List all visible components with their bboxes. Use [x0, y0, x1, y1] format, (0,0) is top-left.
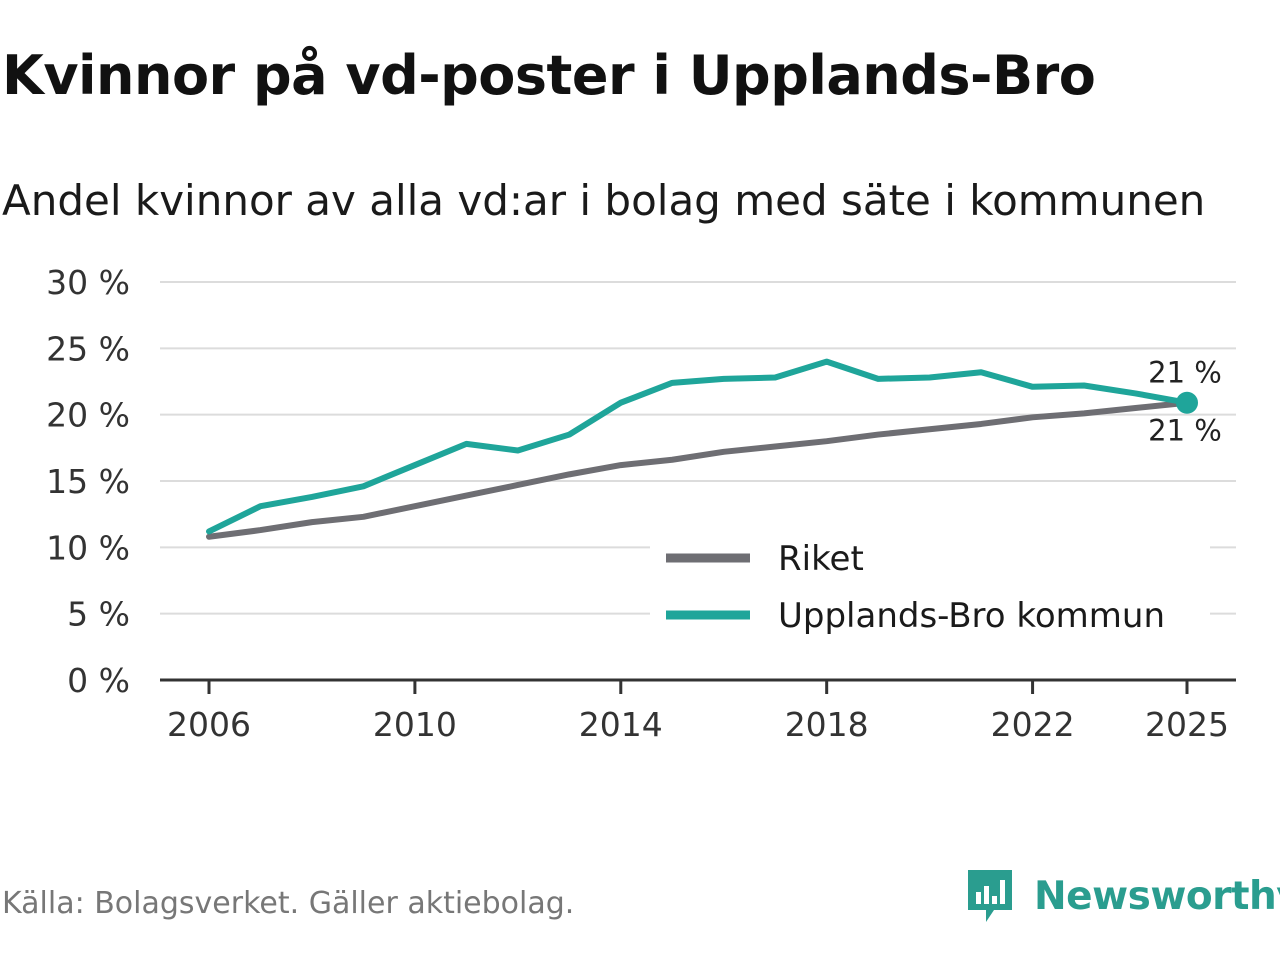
end-label-riket: 21 %	[1148, 414, 1222, 448]
legend-label: Upplands-Bro kommun	[778, 596, 1165, 636]
source-note: Källa: Bolagsverket. Gäller aktiebolag.	[2, 886, 575, 921]
end-point-marker	[1176, 391, 1198, 414]
legend-background	[650, 522, 1210, 648]
x-axis: 2006 2010 2014 2018 2022 2025	[160, 678, 1236, 744]
series-lines	[206, 358, 1198, 540]
brand-logo[interactable]: Newsworthy	[964, 866, 1280, 926]
y-tick-label: 20 %	[46, 396, 130, 435]
end-labels: 21 % 21 %	[1148, 356, 1222, 448]
y-tick-label: 15 %	[46, 462, 130, 501]
legend: Riket Upplands-Bro kommun	[650, 522, 1210, 648]
y-tick-label: 25 %	[46, 329, 130, 368]
x-tick-label: 2022	[991, 705, 1075, 744]
brand-name: Newsworthy	[1034, 873, 1280, 919]
x-tick-label: 2018	[785, 705, 869, 744]
y-tick-label: 30 %	[46, 263, 130, 302]
x-tick-label: 2014	[579, 705, 663, 744]
newsworthy-logo-icon	[968, 870, 1012, 922]
legend-label: Riket	[778, 539, 864, 579]
chart-title: Kvinnor på vd-poster i Upplands-Bro	[2, 44, 1096, 107]
x-tick-label: 2025	[1145, 705, 1229, 744]
series-line-riket	[206, 399, 1190, 540]
y-tick-label: 0 %	[67, 661, 130, 700]
x-tick-label: 2010	[373, 705, 457, 744]
series-line-upplands-bro	[206, 358, 1190, 535]
y-tick-label: 10 %	[46, 528, 130, 567]
end-label-upplands-bro: 21 %	[1148, 356, 1222, 390]
y-tick-label: 5 %	[67, 595, 130, 634]
x-tick-label: 2006	[167, 705, 251, 744]
chart-subtitle: Andel kvinnor av alla vd:ar i bolag med …	[2, 176, 1206, 225]
y-axis-ticks: 0 % 5 % 10 % 15 % 20 % 25 % 30 %	[46, 263, 130, 700]
